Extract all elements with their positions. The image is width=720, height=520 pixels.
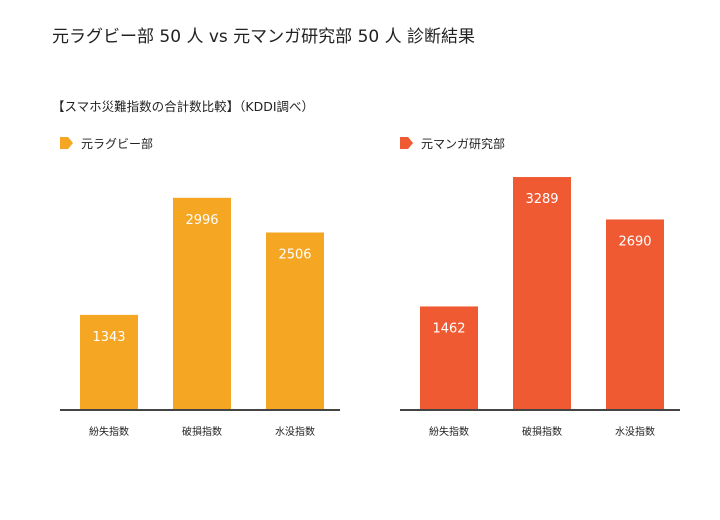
manga-chart-panel: 元マンガ研究部 1462 紛失指数 3289 破損指数 2690 水没指数 <box>392 120 682 450</box>
data-label: 3289 <box>525 192 558 207</box>
data-label: 1462 <box>432 321 465 336</box>
category-label: 紛失指数 <box>429 425 469 438</box>
chart-legend: 元マンガ研究部 <box>400 135 505 151</box>
bar-chart-svg: 1462 紛失指数 3289 破損指数 2690 水没指数 <box>400 177 680 438</box>
legend-label: 元ラグビー部 <box>81 136 154 151</box>
bar-3 <box>266 232 324 410</box>
bar-chart-svg: 1343 紛失指数 2996 破損指数 2506 水没指数 <box>60 197 340 438</box>
legend-marker-icon <box>400 137 413 149</box>
rugby-chart-panel: 元ラグビー部 1343 紛失指数 2996 破損指数 2506 水没指数 <box>52 120 342 450</box>
page-title: 元ラグビー部 50 人 vs 元マンガ研究部 50 人 診断結果 <box>52 27 476 47</box>
chart-subtitle: 【スマホ災難指数の合計数比較】（KDDI調べ） <box>52 99 315 114</box>
data-label: 2690 <box>618 234 651 249</box>
bar-2 <box>513 177 571 410</box>
data-label: 2996 <box>185 213 218 228</box>
category-label: 水没指数 <box>615 425 655 438</box>
bar-1 <box>420 306 478 410</box>
bar-3 <box>606 219 664 410</box>
legend-marker-icon <box>60 137 73 149</box>
legend-label: 元マンガ研究部 <box>421 136 506 151</box>
category-label: 水没指数 <box>275 425 315 438</box>
category-label: 破損指数 <box>522 425 562 438</box>
category-label: 破損指数 <box>182 425 222 438</box>
bar-2 <box>173 197 231 410</box>
data-label: 1343 <box>92 330 125 345</box>
bar-1 <box>80 314 138 410</box>
category-label: 紛失指数 <box>89 425 129 438</box>
data-label: 2506 <box>278 247 311 262</box>
chart-legend: 元ラグビー部 <box>60 135 153 151</box>
